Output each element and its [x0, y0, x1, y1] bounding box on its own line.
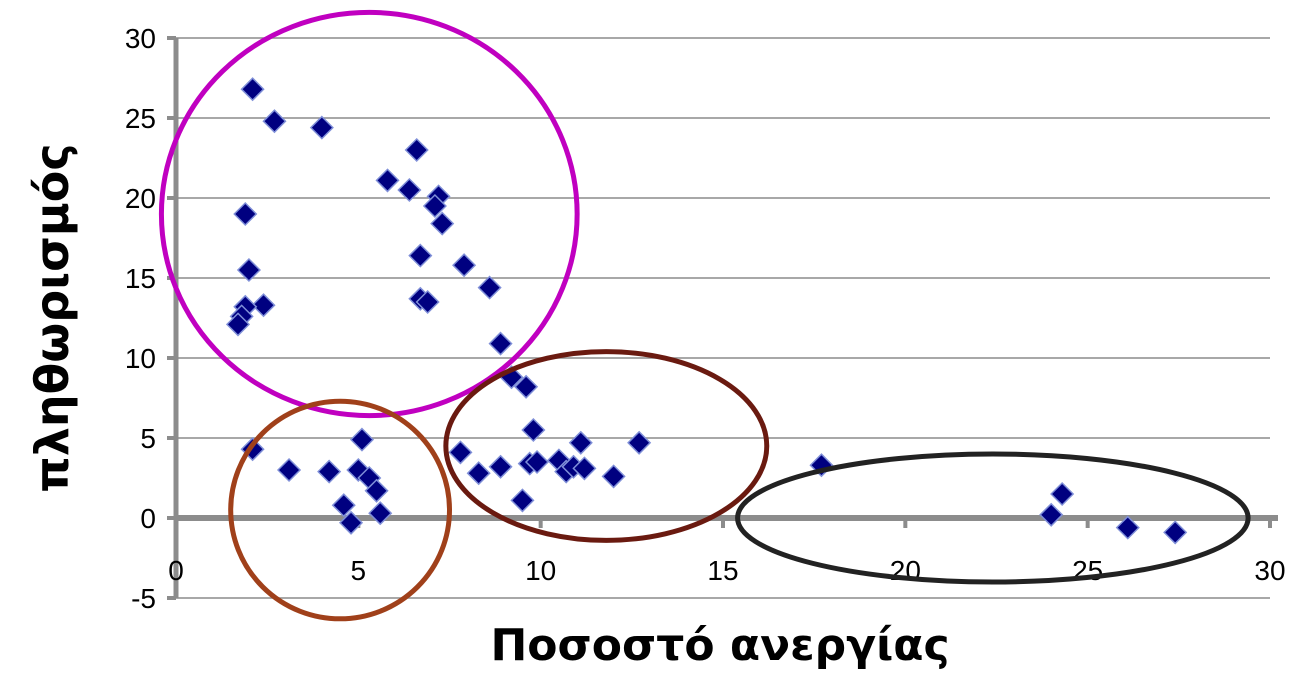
data-point [240, 77, 265, 102]
y-tick-label: -5 [131, 583, 156, 614]
data-point [1039, 502, 1064, 527]
y-axis-title: πληθωρισμός [25, 143, 79, 492]
data-point [397, 177, 422, 203]
data-point [627, 430, 652, 455]
x-tick-label: 15 [707, 555, 738, 586]
data-point [488, 454, 513, 479]
data-point [601, 464, 626, 489]
y-tick-label: 30 [125, 23, 156, 54]
data-point [452, 253, 477, 278]
y-tick-label: 25 [125, 103, 156, 134]
x-tick-label: 10 [525, 555, 556, 586]
data-point [415, 289, 440, 315]
data-point [317, 459, 342, 484]
data-point [236, 257, 261, 283]
cluster-annotations [158, 9, 1251, 622]
data-point [364, 478, 389, 503]
y-tick-label: 15 [125, 263, 156, 294]
y-tick-label: 5 [140, 423, 156, 454]
data-point [430, 211, 455, 236]
cluster-ellipse [443, 349, 770, 543]
data-point [225, 312, 251, 337]
data-point [477, 275, 502, 300]
data-point [349, 427, 375, 452]
data-point [422, 193, 447, 219]
data-point [262, 109, 287, 134]
data-point [1115, 515, 1140, 540]
data-point [368, 501, 393, 526]
data-point [1050, 481, 1075, 507]
data-point [448, 440, 473, 465]
x-axis-title: Ποσοστό ανεργίας [490, 620, 949, 671]
data-point [375, 168, 400, 193]
data-point [309, 115, 334, 140]
x-tick-label: 30 [1254, 555, 1285, 586]
data-point [276, 457, 302, 483]
gridlines [176, 37, 1270, 599]
data-point [331, 493, 356, 518]
y-tick-label: 20 [125, 183, 156, 214]
data-point [338, 510, 364, 535]
data-point [408, 243, 433, 268]
data-points [225, 77, 1188, 545]
data-point [233, 201, 258, 227]
data-point [524, 449, 550, 475]
data-point [514, 374, 539, 399]
data-point [251, 293, 276, 318]
data-point [488, 331, 513, 356]
data-point [572, 456, 597, 481]
data-point [521, 417, 546, 443]
cluster-ellipse [735, 451, 1251, 585]
y-tick-label: 10 [125, 343, 156, 374]
data-point [510, 488, 535, 513]
x-tick-label: 0 [168, 555, 184, 586]
x-tick-label: 5 [351, 555, 367, 586]
data-point [404, 137, 429, 163]
x-tick-label: 25 [1072, 555, 1103, 586]
cluster-ellipse [158, 9, 580, 419]
data-point [568, 430, 593, 455]
data-point [466, 461, 491, 486]
cluster-ellipse [228, 398, 453, 622]
y-tick-label: 0 [140, 503, 156, 534]
data-point [1163, 520, 1188, 545]
